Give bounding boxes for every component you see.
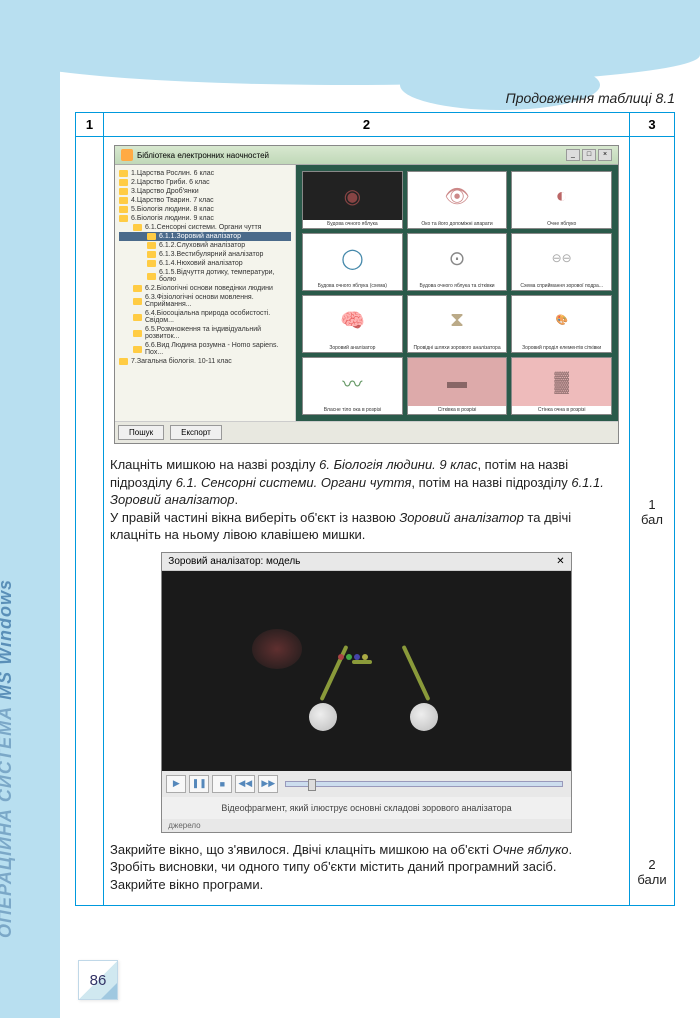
play-button[interactable]: ▶ [166,775,186,793]
col-header-1: 1 [76,113,104,137]
score-1: 1 бал [636,497,668,527]
tree-item[interactable]: 6.6.Вид Людина розумна - Homo sapiens. П… [119,341,291,357]
video-frame [162,571,570,771]
decorative-cloud [0,0,700,85]
thumbnail[interactable]: ⊖⊖Схема сприймання зорової подра... [511,233,612,291]
stop-button[interactable]: ■ [212,775,232,793]
thumbnail[interactable]: ⊙Будова очного яблука та сітківки [407,233,508,291]
side-label: ОПЕРАЦІЙНА СИСТЕМА MS Windows [0,579,16,938]
instruction-text: Клацніть мишкою на назві розділу 6. Біол… [110,456,623,544]
thumbnail[interactable]: ◯Будова очного яблука (схема) [302,233,403,291]
tree-item[interactable]: 2.Царство Гриби. 6 клас [119,178,291,187]
tree-item[interactable]: 6.1.3.Вестибулярний аналізатор [119,250,291,259]
tree-item[interactable]: 5.Біологія людини. 8 клас [119,205,291,214]
table-caption: Продовження таблиці 8.1 [75,90,675,106]
video-title: Зоровий аналізатор: модель [168,556,300,567]
close-button[interactable]: × [598,149,612,161]
thumbnail[interactable]: 👁Око та його допоміжні апарати [407,171,508,229]
thumbnail[interactable]: ▓Стінка очна в розрізі [511,357,612,415]
page-number: 86 [78,960,118,1000]
search-button[interactable]: Пошук [118,425,164,440]
pause-button[interactable]: ❚❚ [189,775,209,793]
tree-panel: 1.Царства Рослин. 6 клас 2.Царство Гриби… [115,165,296,421]
tree-item[interactable]: 7.Загальна біологія. 10-11 клас [119,357,291,366]
thumbnail[interactable]: ▬Сітківка в розрізі [407,357,508,415]
tree-item[interactable]: 6.Біологія людини. 9 клас [119,214,291,223]
thumbnail[interactable]: 🎨Зоровий проділ елементів сітківки [511,295,612,353]
app-icon [121,149,133,161]
thumbnail[interactable]: ⧗Провідні шляхи зорового аналізатора [407,295,508,353]
window-title: Бібліотека електронних наочностей [137,151,269,160]
tree-item[interactable]: 6.1.5.Відчуття дотику, температури, болю [119,268,291,284]
tree-item[interactable]: 6.2.Біологічні основи поведінки людини [119,284,291,293]
main-table: 1 2 3 Бібліотека електронних наочностей … [75,112,675,906]
thumbnail[interactable]: 🧠Зоровий аналізатор [302,295,403,353]
thumbnail[interactable]: 〰Власне тіло ока в розрізі [302,357,403,415]
library-window: Бібліотека електронних наочностей _ □ × … [114,145,619,444]
thumbnail[interactable]: ◉Будова очного яблука [302,171,403,229]
col-header-2: 2 [104,113,630,137]
cell-1 [76,137,104,906]
tree-item[interactable]: 6.4.Біосоціальна природа особистості. Св… [119,309,291,325]
thumbnail[interactable]: ◐Очне яблуко [511,171,612,229]
instruction-text: Закрийте вікно, що з'явилося. Двічі клац… [110,841,623,894]
main-content: Продовження таблиці 8.1 1 2 3 Бібліотека… [75,90,675,958]
video-window: Зоровий аналізатор: модель ✕ [161,552,571,833]
window-titlebar: Бібліотека електронних наочностей _ □ × [115,146,618,165]
forward-button[interactable]: ▶▶ [258,775,278,793]
tree-item[interactable]: 6.1.4.Нюховий аналізатор [119,259,291,268]
cell-3: 1 бал 2 бали [630,137,675,906]
rewind-button[interactable]: ◀◀ [235,775,255,793]
maximize-button[interactable]: □ [582,149,596,161]
tree-item[interactable]: 1.Царства Рослин. 6 клас [119,169,291,178]
tree-item[interactable]: 6.1.2.Слуховий аналізатор [119,241,291,250]
tree-item-selected[interactable]: 6.1.1.Зоровий аналізатор [119,232,291,241]
score-2: 2 бали [636,857,668,887]
cell-2: Бібліотека електронних наочностей _ □ × … [104,137,630,906]
export-button[interactable]: Експорт [170,425,222,440]
video-close-button[interactable]: ✕ [556,556,564,567]
tree-item[interactable]: 6.1.Сенсорні системи. Органи чуття [119,223,291,232]
video-caption: Відеофрагмент, який ілюструє основні скл… [162,797,570,819]
tree-item[interactable]: 4.Царство Тварин. 7 клас [119,196,291,205]
thumbnail-grid: ◉Будова очного яблука 👁Око та його допом… [296,165,618,421]
tree-item[interactable]: 6.3.Фізіологічні основи мовлення. Сприйм… [119,293,291,309]
video-controls: ▶ ❚❚ ■ ◀◀ ▶▶ [162,771,570,797]
video-source: джерело [162,819,570,832]
col-header-3: 3 [630,113,675,137]
tree-item[interactable]: 3.Царство Дроб'янки [119,187,291,196]
minimize-button[interactable]: _ [566,149,580,161]
tree-item[interactable]: 6.5.Розмноження та індивідуальний розвит… [119,325,291,341]
progress-bar[interactable] [285,781,562,787]
